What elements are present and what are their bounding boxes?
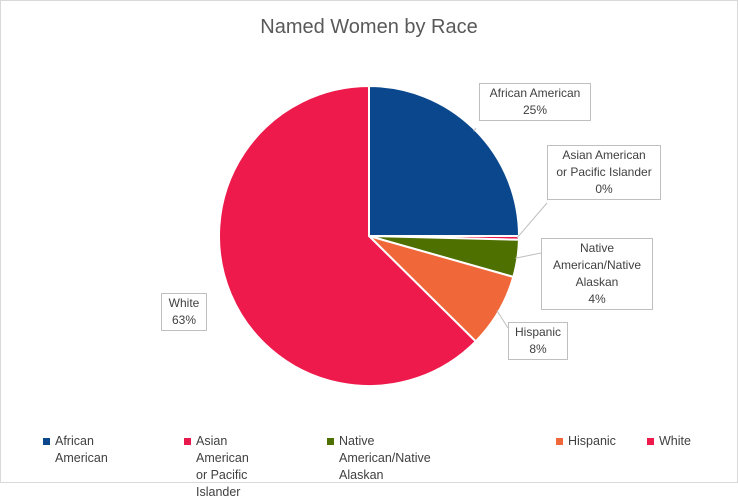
leader-lines	[473, 127, 548, 329]
data-label: African American 25%	[479, 83, 591, 121]
legend-swatch	[647, 438, 654, 445]
data-label-value: 25%	[522, 103, 548, 117]
data-label-category: White	[168, 296, 200, 310]
data-label: White 63%	[161, 293, 207, 331]
pie-slices	[218, 84, 521, 387]
data-label-value: 0%	[595, 182, 613, 196]
leader-line	[515, 252, 542, 259]
chart-title: Named Women by Race	[260, 16, 478, 38]
data-label-category: Native American/Native Alaskan	[552, 241, 642, 289]
legend-label: Hispanic	[568, 434, 616, 448]
legend-swatch	[327, 438, 334, 445]
legend: African American Asian American or Pacifi…	[0, 433, 738, 499]
legend-swatch	[43, 438, 50, 445]
data-label: Hispanic 8%	[508, 322, 568, 360]
data-label-value: 4%	[588, 292, 606, 306]
data-label-category: African American	[489, 86, 581, 100]
data-label-value: 63%	[171, 313, 197, 327]
leader-line	[516, 202, 548, 239]
legend-label: Native American/Native Alaskan	[339, 434, 431, 482]
leader-line	[473, 127, 477, 132]
legend-swatch	[556, 438, 563, 445]
legend-swatch	[184, 438, 191, 445]
data-label-category: Asian American or Pacific Islander	[556, 148, 652, 179]
pie-chart	[218, 84, 548, 387]
data-label: Asian American or Pacific Islander 0%	[547, 145, 661, 200]
legend-label: African American	[55, 434, 108, 465]
pie-slice-white	[218, 84, 478, 387]
data-label-value: 8%	[529, 342, 547, 356]
data-label-category: Hispanic	[514, 325, 562, 339]
legend-label: White	[659, 434, 691, 448]
legend-label: Asian American or Pacific Islander	[196, 434, 249, 499]
leader-line	[496, 310, 509, 329]
data-label: Native American/Native Alaskan 4%	[541, 238, 653, 310]
